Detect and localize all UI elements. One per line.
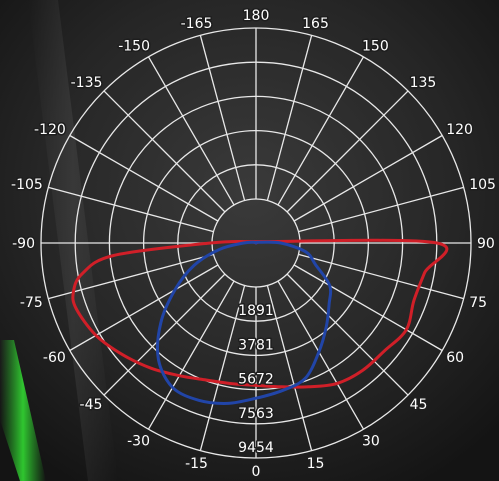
angle-tick-label: 180 xyxy=(243,8,270,24)
series-layer xyxy=(71,238,449,405)
radial-tick-label: 9454 xyxy=(238,440,274,456)
angle-tick-label: 60 xyxy=(446,350,464,366)
polar-grid-spoke xyxy=(103,273,226,396)
angle-tick-label: -150 xyxy=(118,39,150,55)
angle-tick-label: -30 xyxy=(127,434,150,450)
angle-tick-label: -135 xyxy=(71,75,103,91)
angle-tick-label: -90 xyxy=(12,236,35,252)
angle-tick-label: 135 xyxy=(410,75,437,91)
angle-tick-label: 30 xyxy=(362,434,380,450)
radial-tick-label: 3781 xyxy=(238,337,274,353)
polar-grid-spoke xyxy=(293,134,443,222)
polar-grid-spoke xyxy=(147,280,235,430)
angle-tick-label: -75 xyxy=(20,295,43,311)
polar-grid-spoke xyxy=(48,253,214,300)
polar-grid-spoke xyxy=(69,264,219,352)
polar-grid-spoke xyxy=(199,285,246,451)
angle-tick-label: -105 xyxy=(11,177,43,193)
polar-grid-spoke xyxy=(48,186,214,233)
polar-grid-spoke xyxy=(266,35,313,201)
angle-tick-label: 45 xyxy=(410,397,428,413)
angle-tick-label: -60 xyxy=(43,350,66,366)
polar-grid-spoke xyxy=(199,35,246,201)
polar-grid-spoke xyxy=(266,285,313,451)
angle-tick-label: -15 xyxy=(185,456,208,472)
polar-grid-spoke xyxy=(69,134,219,222)
polar-grid-spoke xyxy=(293,264,443,352)
angle-tick-label: 90 xyxy=(477,236,495,252)
angle-tick-label: 75 xyxy=(469,295,487,311)
series-2-line xyxy=(156,240,333,405)
angle-tick-label: -120 xyxy=(34,122,66,138)
radial-tick-label: 5672 xyxy=(238,372,274,388)
angle-tick-label: 105 xyxy=(469,177,496,193)
angle-tick-label: -165 xyxy=(181,16,213,32)
angle-tick-label: 0 xyxy=(252,464,261,480)
polar-grid-spoke xyxy=(103,90,226,213)
angle-tick-label: -45 xyxy=(80,397,103,413)
polar-grid-spoke xyxy=(277,280,365,430)
polar-grid-spoke xyxy=(277,56,365,206)
polar-grid-spoke xyxy=(298,253,464,300)
polar-grid-spoke xyxy=(298,186,464,233)
angle-tick-label: 150 xyxy=(362,39,389,55)
polar-grid-spoke xyxy=(286,273,409,396)
background-green-glow xyxy=(0,340,46,481)
background-light-streak xyxy=(28,0,118,481)
angle-tick-label: 120 xyxy=(446,122,473,138)
radial-tick-label: 1891 xyxy=(238,303,274,319)
polar-grid-spoke xyxy=(147,56,235,206)
polar-grid-spoke xyxy=(286,90,409,213)
angle-tick-label: 165 xyxy=(302,16,329,32)
angle-tick-label: 15 xyxy=(307,456,325,472)
radial-tick-label: 7563 xyxy=(238,406,274,422)
